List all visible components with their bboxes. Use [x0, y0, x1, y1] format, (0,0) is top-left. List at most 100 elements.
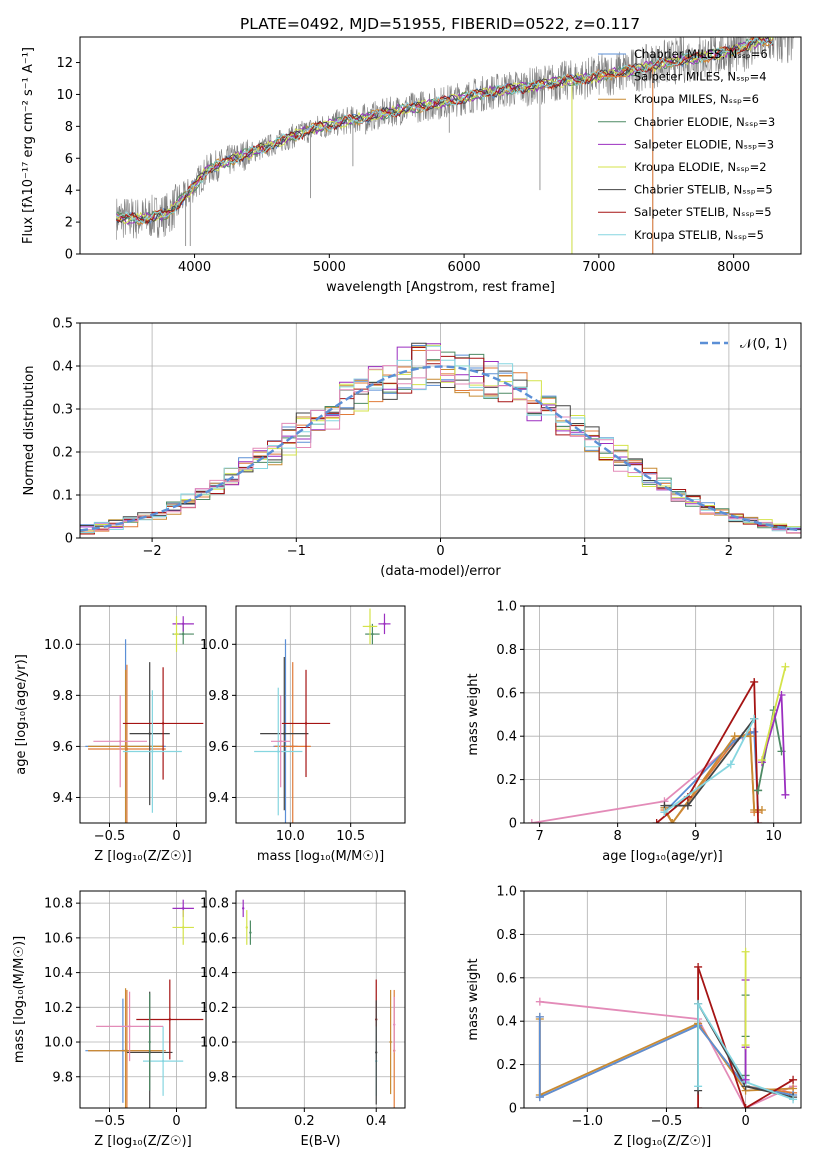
point-kroupa_stelib — [254, 687, 303, 816]
series-line — [656, 678, 759, 823]
point-marker — [182, 907, 185, 910]
y-tick-label: 0.4 — [52, 360, 73, 375]
x-tick-label: 0.4 — [366, 1114, 387, 1129]
series-marker — [746, 732, 755, 741]
legend-entry: Salpeter MILES, Nₛₛₚ=4 — [634, 70, 767, 84]
x-tick-label: −2 — [143, 544, 162, 559]
point-marker — [383, 622, 386, 626]
axes-age-vs-Z: −0.5 0 9.4 9.6 9.8 10.0 Z [log₁₀(Z/Z☉)] age [lo… — [14, 605, 207, 864]
legend-entry: Salpeter ELODIE, Nₛₛₚ=3 — [634, 137, 774, 151]
x-tick-label: 10.0 — [276, 829, 305, 844]
point-marker — [124, 1049, 127, 1052]
spectrum-legend: Chabrier MILES, Nₛₛₚ=6 Salpeter MILES, Nₛ… — [598, 47, 775, 242]
legend-entry: Chabrier STELIB, Nₛₛₚ=5 — [634, 183, 773, 197]
y-tick-label: 2 — [65, 216, 73, 231]
y-tick-label: 0 — [509, 817, 517, 832]
y-tick-label: 10 — [56, 88, 73, 103]
series-marker — [683, 801, 692, 810]
plot-content — [535, 947, 798, 1108]
series-marker — [535, 997, 544, 1006]
series-kroupa_elodie — [741, 947, 750, 1050]
point-salpeter_elodie — [378, 613, 391, 635]
x-tick-label: 0 — [436, 544, 444, 559]
y-tick-label: 0 — [65, 248, 73, 263]
y-tick-label: 10.0 — [44, 1036, 73, 1051]
point-marker — [128, 1025, 131, 1028]
y-tick-label: 0.4 — [496, 730, 517, 745]
point-marker — [124, 745, 127, 748]
legend-entry: Salpeter STELIB, Nₛₛₚ=5 — [634, 205, 772, 219]
point-marker — [393, 1023, 396, 1026]
y-tick-label: 10.8 — [44, 897, 73, 912]
point-kroupa_elodie — [173, 616, 180, 652]
point-kroupa_elodie — [172, 910, 194, 945]
point-salpeter_elodie — [241, 899, 245, 918]
model-salpeter_elodie — [116, 37, 770, 225]
point-pink — [93, 695, 148, 788]
y-tick-label: 9.8 — [208, 1070, 229, 1085]
point-marker — [125, 747, 129, 751]
y-tick-label: 0.6 — [496, 686, 517, 701]
series-marker — [754, 819, 763, 823]
point-marker — [389, 1040, 392, 1044]
series-marker — [757, 805, 766, 814]
legend-entry: Chabrier ELODIE, Nₛₛₚ=3 — [634, 115, 775, 129]
point-marker — [249, 931, 252, 934]
y-tick-label: 10.0 — [200, 1036, 229, 1051]
plot-content — [527, 662, 790, 823]
axes-residuals: −2 −1 0 1 2 0 0.1 0.2 0.3 0.4 0.5 (data-model)/erro… — [22, 317, 802, 579]
y-tick-label: 8 — [65, 120, 73, 135]
y-tick-label: 12 — [56, 56, 73, 71]
y-tick-label: 10.6 — [200, 931, 229, 946]
y-tick-label: 10.4 — [44, 966, 73, 981]
y-tick-label: 0 — [65, 532, 73, 547]
y-tick-label: 10.2 — [200, 1001, 229, 1016]
point-pink — [393, 996, 396, 1053]
plot-content — [80, 342, 801, 535]
y-tick-label: 0.1 — [52, 489, 73, 504]
series-marker — [652, 819, 661, 823]
y-tick-label: 1.0 — [496, 600, 517, 615]
legend-entry: Kroupa MILES, Nₛₛₚ=6 — [634, 92, 759, 106]
figure-title: PLATE=0492, MJD=51955, FIBERID=0522, z=0… — [240, 15, 640, 33]
point-kroupa_elodie — [245, 910, 248, 945]
plot-content — [115, 37, 794, 254]
series-marker — [694, 1104, 703, 1108]
x-axis-label: mass [log₁₀(M/M☉)] — [257, 849, 384, 864]
point-marker — [371, 632, 374, 636]
y-tick-label: 4 — [65, 184, 73, 199]
plot-area — [80, 891, 206, 1108]
x-tick-label: 0 — [172, 1114, 180, 1129]
series-marker — [757, 756, 766, 765]
series-kroupa_elodie — [757, 662, 790, 765]
y-tick-label: 10.0 — [200, 638, 229, 653]
plot-area — [236, 606, 405, 823]
point-chabrier_stelib — [260, 657, 309, 811]
plot-area — [80, 37, 801, 254]
axes-age-vs-mass: 10.0 10.5 9.4 9.6 9.8 10.0 mass [log₁₀(M/M☉)] — [200, 605, 406, 864]
series-marker — [694, 999, 703, 1008]
series-marker — [694, 1082, 703, 1091]
x-tick-label: −0.5 — [651, 1114, 683, 1129]
y-tick-label: 10.6 — [44, 931, 73, 946]
point-marker — [279, 740, 282, 743]
series-marker — [535, 1012, 544, 1021]
point-marker — [151, 750, 154, 753]
series-marker — [741, 1041, 750, 1050]
axes-massweight-vs-age: 7 8 9 10 0 0.2 0.4 0.6 0.8 1.0 age [log₁₀(age/yr)]… — [466, 600, 802, 864]
series-marker — [527, 819, 536, 823]
x-axis-label: (data-model)/error — [380, 564, 501, 579]
series-marker — [781, 662, 790, 671]
y-axis-label: Flux [fλ10⁻¹⁷ erg cm⁻² s⁻¹ A⁻¹] — [21, 47, 36, 244]
model-kroupa_stelib — [116, 37, 774, 224]
x-axis-label: E(B-V) — [300, 1134, 340, 1149]
point-marker — [375, 1051, 378, 1054]
axes-frame — [235, 605, 406, 824]
y-tick-label: 1.0 — [496, 885, 517, 900]
legend-entry: 𝒩(0, 1) — [740, 337, 787, 352]
axes-frame — [79, 890, 207, 1109]
y-tick-label: 9.8 — [52, 1070, 73, 1085]
series-marker — [730, 732, 739, 741]
y-tick-label: 10.8 — [200, 897, 229, 912]
y-tick-label: 0.6 — [496, 971, 517, 986]
